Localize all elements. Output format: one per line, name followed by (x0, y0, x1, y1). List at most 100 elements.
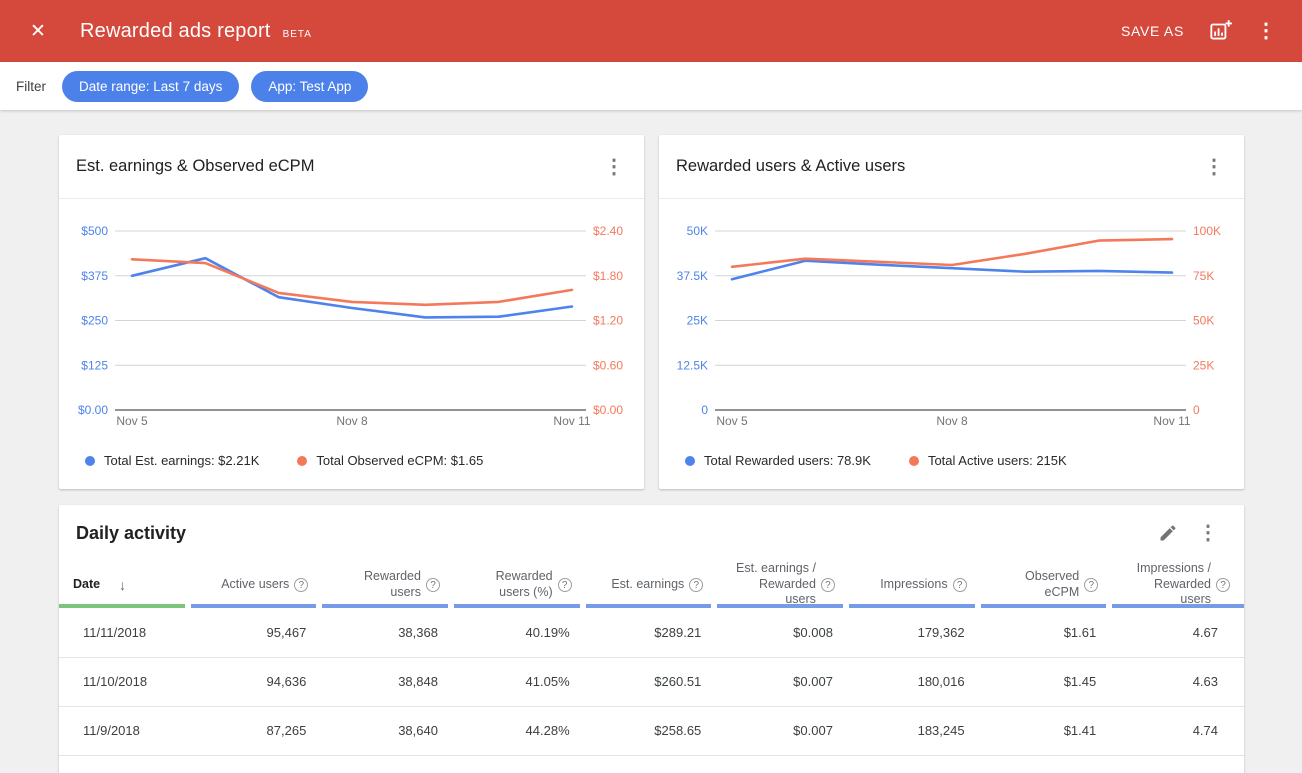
cell-empty (1112, 754, 1244, 773)
report-content: Est. earnings & Observed eCPM ⋮ $0.00 $0.… (0, 110, 1302, 773)
table-kebab-menu-icon[interactable]: ⋮ (1188, 513, 1228, 553)
column-label: Impressions (880, 576, 948, 591)
table-title: Daily activity (76, 522, 187, 543)
left-axis-tick: $0.00 (78, 403, 108, 417)
right-axis-tick: 50K (1193, 314, 1214, 328)
left-axis-tick: 0 (701, 403, 708, 417)
right-axis-tick: $0.00 (593, 403, 623, 417)
chip-app[interactable]: App: Test App (251, 70, 369, 102)
chart-card-header: Rewarded users & Active users ⋮ (659, 135, 1244, 199)
column-label: Date (73, 576, 101, 591)
column-header-impressions-rewarded-users[interactable]: Impressions / Rewarded users? (1112, 561, 1244, 608)
chart-title: Est. earnings & Observed eCPM (76, 157, 315, 175)
cell-empty (453, 754, 586, 773)
edit-pencil-icon[interactable] (1148, 513, 1188, 553)
right-axis-tick: 0 (1193, 403, 1200, 417)
legend-item: Total Observed eCPM: $1.65 (297, 453, 483, 468)
column-header-date[interactable]: Date ↓ (59, 561, 191, 608)
legend-item: Total Rewarded users: 78.9K (685, 453, 871, 468)
app-bar: ✕ Rewarded ads report BETA SAVE AS ⋮ (0, 0, 1302, 62)
column-header-est-earnings-rewarded-users[interactable]: Est. earnings / Rewarded users? (717, 561, 849, 608)
column-header-observed-ecpm[interactable]: Observed eCPM? (980, 561, 1113, 608)
appbar-kebab-menu-icon[interactable]: ⋮ (1246, 11, 1286, 51)
cell-empty (190, 754, 323, 773)
cell-value: 38,640 (322, 705, 454, 755)
cell-value: $0.007 (717, 705, 849, 755)
legend-item: Total Active users: 215K (908, 453, 1067, 468)
right-axis-tick: $2.40 (593, 224, 623, 238)
right-axis-tick: 25K (1193, 358, 1214, 372)
daily-activity-card: Daily activity ⋮ Date ↓ Active users? Rewar… (59, 505, 1244, 773)
legend-label: Total Rewarded users: 78.9K (704, 453, 871, 468)
chart-kebab-menu-icon[interactable]: ⋮ (594, 147, 634, 187)
save-as-button[interactable]: SAVE AS (1111, 15, 1194, 47)
filter-bar: Filter Date range: Last 7 days App: Test… (0, 62, 1302, 110)
charts-row: Est. earnings & Observed eCPM ⋮ $0.00 $0.… (59, 135, 1244, 489)
help-icon[interactable]: ? (1216, 577, 1230, 592)
legend-label: Total Observed eCPM: $1.65 (316, 453, 484, 468)
right-axis-tick: 100K (1193, 224, 1221, 238)
help-icon[interactable]: ? (557, 577, 572, 592)
cell-value: $258.65 (585, 705, 718, 755)
column-header-rewarded-users[interactable]: Rewarded users? (322, 561, 454, 608)
cell-value: $260.51 (585, 656, 718, 706)
table-row (59, 754, 1244, 773)
filter-label: Filter (16, 78, 46, 94)
chart-kebab-menu-icon[interactable]: ⋮ (1194, 147, 1234, 187)
series-line-observed-ecpm (130, 257, 574, 307)
cell-value: 87,265 (190, 705, 323, 755)
cell-date: 11/11/2018 (59, 608, 191, 657)
cell-empty (848, 754, 981, 773)
left-axis-tick: $500 (81, 224, 108, 238)
cell-value: 41.05% (453, 656, 586, 706)
table-row[interactable]: 11/9/2018 87,265 38,640 44.28% $258.65 $0.007… (59, 705, 1244, 755)
add-chart-icon[interactable] (1200, 11, 1240, 51)
chart-card-header: Est. earnings & Observed eCPM ⋮ (59, 135, 644, 199)
daily-activity-table: Date ↓ Active users? Rewarded users? Rewarde… (59, 561, 1244, 773)
cell-value: 38,848 (322, 656, 454, 706)
cell-empty (717, 754, 849, 773)
help-icon[interactable]: ? (294, 577, 309, 592)
left-axis-tick: 37.5K (677, 269, 708, 283)
table-row[interactable]: 11/11/2018 95,467 38,368 40.19% $289.21 $0.00… (59, 608, 1244, 657)
right-axis-tick: $1.80 (593, 269, 623, 283)
legend-dot-icon (685, 455, 695, 466)
x-axis-tick: Nov 11 (1153, 414, 1190, 428)
column-header-impressions[interactable]: Impressions? (848, 561, 981, 608)
column-label: Impressions / Rewarded users (1136, 561, 1211, 607)
help-icon[interactable]: ? (952, 577, 967, 592)
right-axis-tick: $0.60 (593, 358, 623, 372)
column-header-est-earnings[interactable]: Est. earnings? (585, 561, 718, 608)
series-line-rewarded-users (730, 259, 1174, 281)
sort-desc-arrow-icon[interactable]: ↓ (119, 576, 127, 593)
chart-title: Rewarded users & Active users (676, 157, 906, 175)
legend-dot-icon (908, 455, 919, 466)
line-chart-earnings-ecpm: $0.00 $0.00 $125 $0.60 $250 $1.20 $375 $1.80 $50… (59, 199, 644, 439)
help-icon[interactable]: ? (689, 577, 704, 592)
chart-legend: Total Rewarded users: 78.9K Total Active … (659, 439, 1244, 468)
x-axis-tick: Nov 5 (116, 414, 148, 428)
table-row[interactable]: 11/10/2018 94,636 38,848 41.05% $260.51 $0.00… (59, 656, 1244, 706)
legend-label: Total Est. earnings: $2.21K (104, 453, 260, 468)
column-label: Rewarded users (363, 568, 421, 599)
left-axis-tick: $250 (81, 314, 108, 328)
cell-value: 95,467 (190, 608, 323, 657)
column-header-active-users[interactable]: Active users? (190, 561, 323, 608)
close-icon[interactable]: ✕ (22, 15, 54, 47)
cell-date: 11/10/2018 (59, 656, 191, 706)
cell-empty (322, 754, 454, 773)
help-icon[interactable]: ? (820, 577, 835, 592)
chip-date-range[interactable]: Date range: Last 7 days (62, 70, 240, 102)
column-header-rewarded-users[interactable]: Rewarded users (%)? (453, 561, 586, 608)
cell-value: 180,016 (848, 656, 981, 706)
help-icon[interactable]: ? (425, 577, 440, 592)
right-axis-tick: $1.20 (593, 314, 623, 328)
help-icon[interactable]: ? (1084, 577, 1099, 592)
cell-value: $0.007 (717, 656, 849, 706)
left-axis-tick: $375 (81, 269, 108, 283)
cell-value: $1.41 (980, 705, 1113, 755)
chart-card-users: Rewarded users & Active users ⋮ 0 0 12.5K 2… (659, 135, 1244, 489)
right-axis-tick: 75K (1193, 269, 1214, 283)
cell-value: 38,368 (322, 608, 454, 657)
chart-svg: $0.00 $0.00 $125 $0.60 $250 $1.20 $375 $1.80 $50… (78, 224, 623, 428)
